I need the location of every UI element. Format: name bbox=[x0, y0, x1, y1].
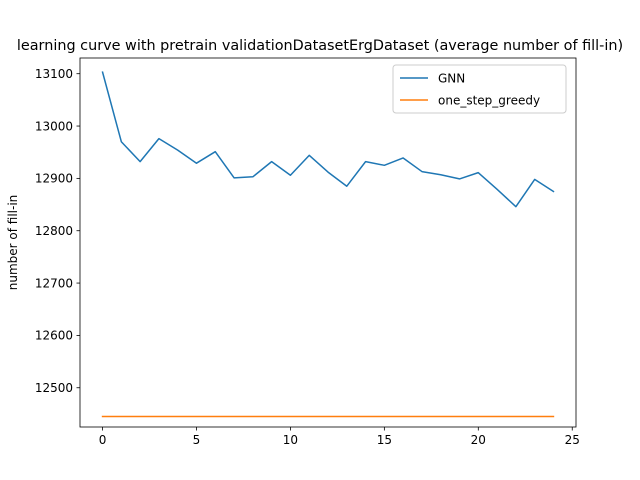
x-tick-label: 20 bbox=[471, 433, 486, 447]
x-tick-label: 10 bbox=[283, 433, 298, 447]
y-axis-label: number of fill-in bbox=[6, 195, 20, 291]
chart-title: learning curve with pretrain validationD… bbox=[17, 38, 623, 54]
plot-area bbox=[101, 71, 555, 418]
y-tick-label: 12700 bbox=[35, 276, 73, 290]
x-tick-label: 25 bbox=[565, 433, 580, 447]
y-axis-ticks: 12500 12600 12700 12800 12900 13000 13100 bbox=[35, 67, 80, 395]
legend-box bbox=[392, 64, 567, 114]
x-tick-label: 5 bbox=[193, 433, 201, 447]
axes-frame bbox=[79, 57, 577, 428]
legend: GNN one_step_greedy bbox=[392, 64, 567, 114]
y-tick-label: 12900 bbox=[35, 172, 73, 186]
legend-label-one_step_greedy: one_step_greedy bbox=[438, 93, 540, 107]
y-tick-label: 13100 bbox=[35, 67, 73, 81]
y-tick-label: 12600 bbox=[35, 329, 73, 343]
y-tick-label: 12500 bbox=[35, 381, 73, 395]
y-tick-label: 12800 bbox=[35, 224, 73, 238]
x-tick-label: 15 bbox=[377, 433, 392, 447]
legend-label-GNN: GNN bbox=[438, 71, 465, 85]
x-tick-label: 0 bbox=[99, 433, 107, 447]
x-axis-ticks: 0 5 10 15 20 25 bbox=[99, 427, 580, 447]
y-tick-label: 13000 bbox=[35, 119, 73, 133]
